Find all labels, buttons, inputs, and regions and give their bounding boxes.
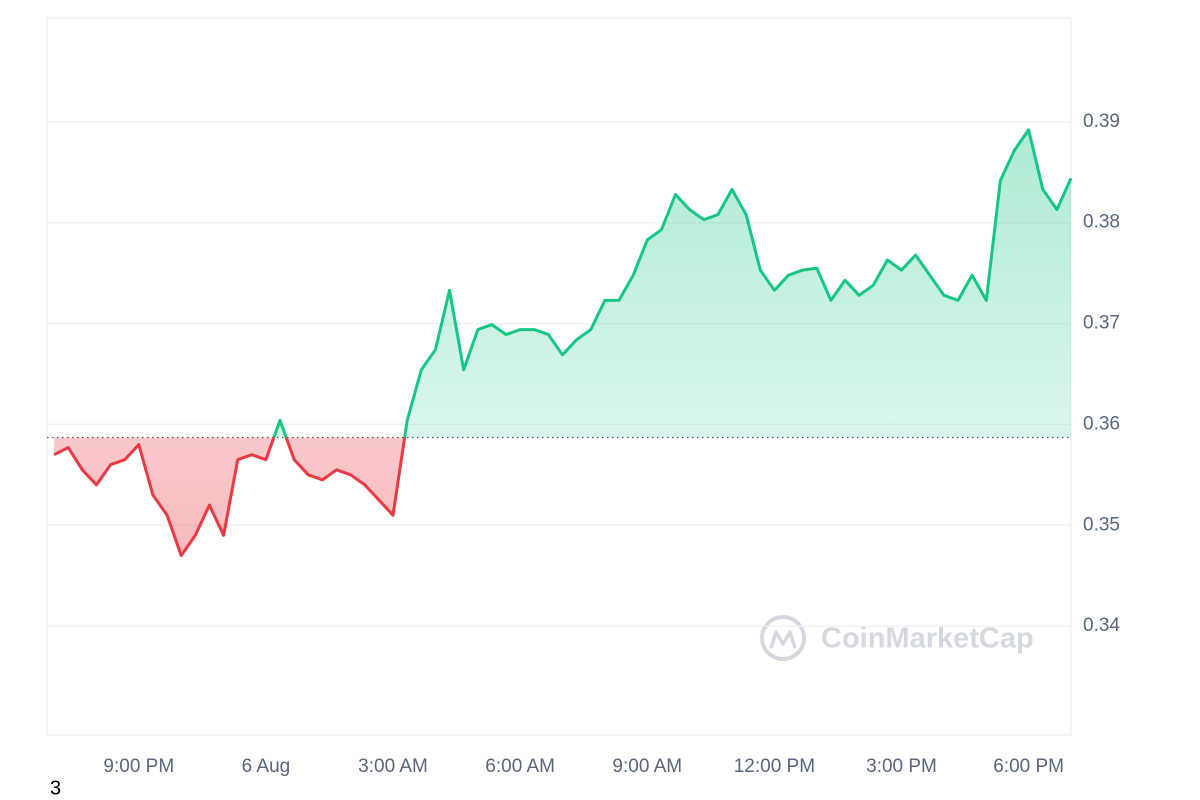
watermark-text: CoinMarketCap xyxy=(821,623,1034,655)
x-tick-label: 6:00 AM xyxy=(485,756,555,777)
x-tick-label: 3:00 PM xyxy=(866,756,937,777)
x-tick-label: 9:00 AM xyxy=(612,756,682,777)
price-line-up xyxy=(272,128,1073,438)
footnote: 3 xyxy=(50,777,61,799)
y-tick-label: 0.39 xyxy=(1083,111,1120,132)
x-tick-label: 12:00 PM xyxy=(734,756,815,777)
watermark: CoinMarketCap xyxy=(760,615,1034,661)
x-tick-label: 6:00 PM xyxy=(993,756,1064,777)
x-tick-label: 6 Aug xyxy=(242,756,291,777)
y-tick-label: 0.38 xyxy=(1083,212,1120,233)
y-tick-label: 0.35 xyxy=(1083,514,1120,535)
price-line-down xyxy=(53,437,407,557)
y-tick-label: 0.34 xyxy=(1083,615,1120,636)
x-tick-label: 3:00 AM xyxy=(358,756,428,777)
x-tick-label: 9:00 PM xyxy=(103,756,174,777)
area-up xyxy=(273,129,1071,438)
y-tick-label: 0.37 xyxy=(1083,313,1120,334)
y-tick-label: 0.36 xyxy=(1083,413,1120,434)
area-down xyxy=(54,437,1071,556)
